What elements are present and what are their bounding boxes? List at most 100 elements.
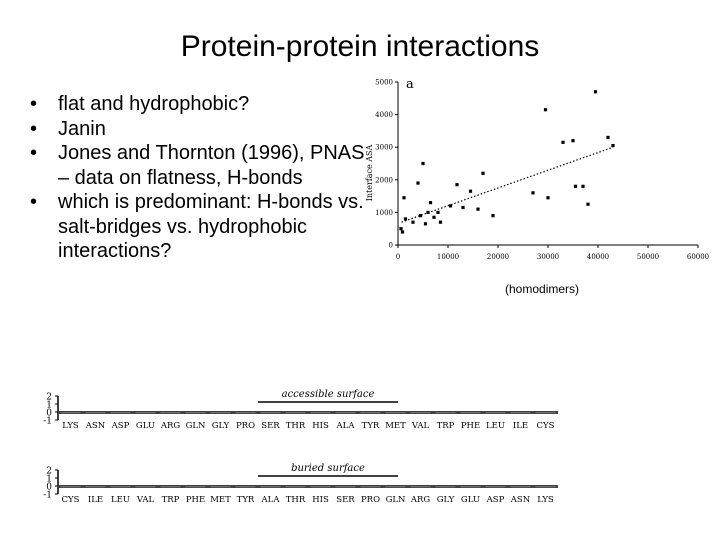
bullet-list: • flat and hydrophobic? • Janin • Jones and…	[30, 92, 370, 264]
scatter-point	[448, 204, 453, 208]
x-tick-label: 60000	[687, 253, 709, 261]
bar-category-label: SER	[336, 495, 355, 505]
bullet-item: • which is predominant: H-bonds vs. salt-…	[30, 190, 370, 264]
bar-category-label: GLU	[461, 495, 480, 505]
scatter-point	[561, 140, 565, 144]
slide-title: Protein-protein interactions	[180, 30, 540, 63]
bar-category-label: ASP	[111, 421, 130, 431]
y-tick-label: 2000	[375, 176, 393, 184]
bar	[534, 485, 557, 488]
bar-category-label: PHE	[186, 495, 205, 505]
bar-category-label: MET	[385, 421, 406, 431]
y-tick-label: 5000	[375, 79, 393, 87]
bar	[384, 411, 407, 414]
bar	[59, 485, 82, 488]
bar	[84, 411, 107, 414]
bar-category-label: GLU	[136, 421, 155, 431]
y-tick-label: 1000	[375, 209, 393, 217]
scatter-point	[426, 210, 430, 214]
bar-y-tick-label: 2	[46, 467, 52, 477]
bar-category-label: PHE	[461, 421, 480, 431]
bar	[59, 411, 82, 414]
bar	[384, 485, 407, 488]
bar-category-label: ARG	[160, 421, 181, 431]
bar	[209, 411, 232, 414]
bar	[409, 485, 432, 488]
scatter-point	[481, 171, 485, 175]
bar	[359, 411, 382, 414]
bar-category-label: ILE	[88, 495, 103, 505]
bar	[159, 411, 182, 414]
bar-y-tick-label: -1	[43, 417, 52, 427]
bar-category-label: LEU	[111, 495, 130, 505]
x-tick-label: 40000	[587, 253, 609, 261]
scatter-point	[402, 196, 406, 200]
bar-category-label: HIS	[312, 421, 329, 431]
bar	[234, 485, 257, 488]
bar	[134, 411, 157, 414]
x-tick-label: 30000	[537, 253, 559, 261]
bar	[184, 485, 207, 488]
bar-category-label: GLN	[186, 421, 206, 431]
scatter-point	[593, 90, 598, 94]
bullet-marker: •	[30, 117, 38, 140]
scatter-point	[418, 214, 423, 218]
bar-category-label: ASP	[486, 495, 505, 505]
y-tick-label: 3000	[375, 144, 393, 152]
scatter-plot: a Interface ASA 0 10000 20000 30000 40000 500…	[365, 77, 709, 261]
bar-category-label: TYR	[362, 421, 380, 431]
bar-y-tick-label: 1	[46, 475, 52, 485]
scatter-point	[400, 230, 405, 234]
bar	[334, 411, 357, 414]
bar-category-label: ILE	[513, 421, 528, 431]
bar	[234, 411, 257, 414]
bullet-item: • Jones and Thornton (1996), PNAS – data …	[30, 141, 370, 190]
scatter-point	[491, 214, 495, 218]
x-tick-label: 50000	[637, 253, 659, 261]
scatter-point	[399, 227, 403, 231]
bar-category-label: TRP	[437, 421, 455, 431]
bar-category-label: HIS	[312, 495, 329, 505]
bullet-marker: •	[30, 142, 38, 164]
bar-category-label: MET	[210, 495, 231, 505]
bullet-text: which is predominant: H-bonds vs. salt-b…	[58, 191, 364, 262]
bar-category-label: VAL	[136, 495, 155, 505]
bullet-text: Janin	[58, 117, 106, 140]
bar-y-tick-label: -1	[43, 491, 52, 501]
bar	[509, 485, 532, 488]
bar	[459, 411, 482, 414]
bar-category-label: ASN	[510, 495, 531, 505]
y-axis-label: Interface ASA	[365, 144, 374, 201]
bullet-text: flat and hydrophobic?	[58, 93, 250, 115]
scatter-point	[468, 189, 473, 193]
bar	[284, 411, 307, 414]
bar-category-label: PRO	[361, 495, 380, 505]
bar-category-label: GLN	[386, 495, 406, 505]
bar	[109, 411, 132, 414]
x-tick-label: 20000	[487, 253, 509, 261]
scatter-point	[423, 222, 428, 226]
bar-chart-title: accessible surface	[282, 389, 375, 400]
scatter-point	[411, 220, 415, 224]
bar-category-label: GLY	[437, 495, 455, 505]
bar-category-label: CYS	[62, 495, 80, 505]
bar-category-label: THR	[286, 495, 306, 505]
bar	[409, 411, 432, 414]
bar	[259, 485, 282, 488]
bullet-text: Jones and Thornton (1996), PNAS – data o…	[58, 142, 365, 189]
bar	[109, 485, 132, 488]
bullet-item: • flat and hydrophobic?	[30, 92, 370, 117]
bar-category-label: SER	[261, 421, 280, 431]
bar	[459, 485, 482, 488]
bar	[334, 485, 357, 488]
scatter-point	[586, 202, 590, 206]
scatter-point	[455, 183, 459, 187]
bar-y-tick-label: 0	[46, 409, 52, 419]
scatter-point	[546, 196, 550, 200]
bar-category-label: ASN	[85, 421, 106, 431]
bullet-marker: •	[30, 93, 38, 115]
bar-y-tick-label: 1	[46, 401, 52, 411]
scatter-point	[461, 205, 465, 210]
scatter-point	[432, 215, 436, 219]
